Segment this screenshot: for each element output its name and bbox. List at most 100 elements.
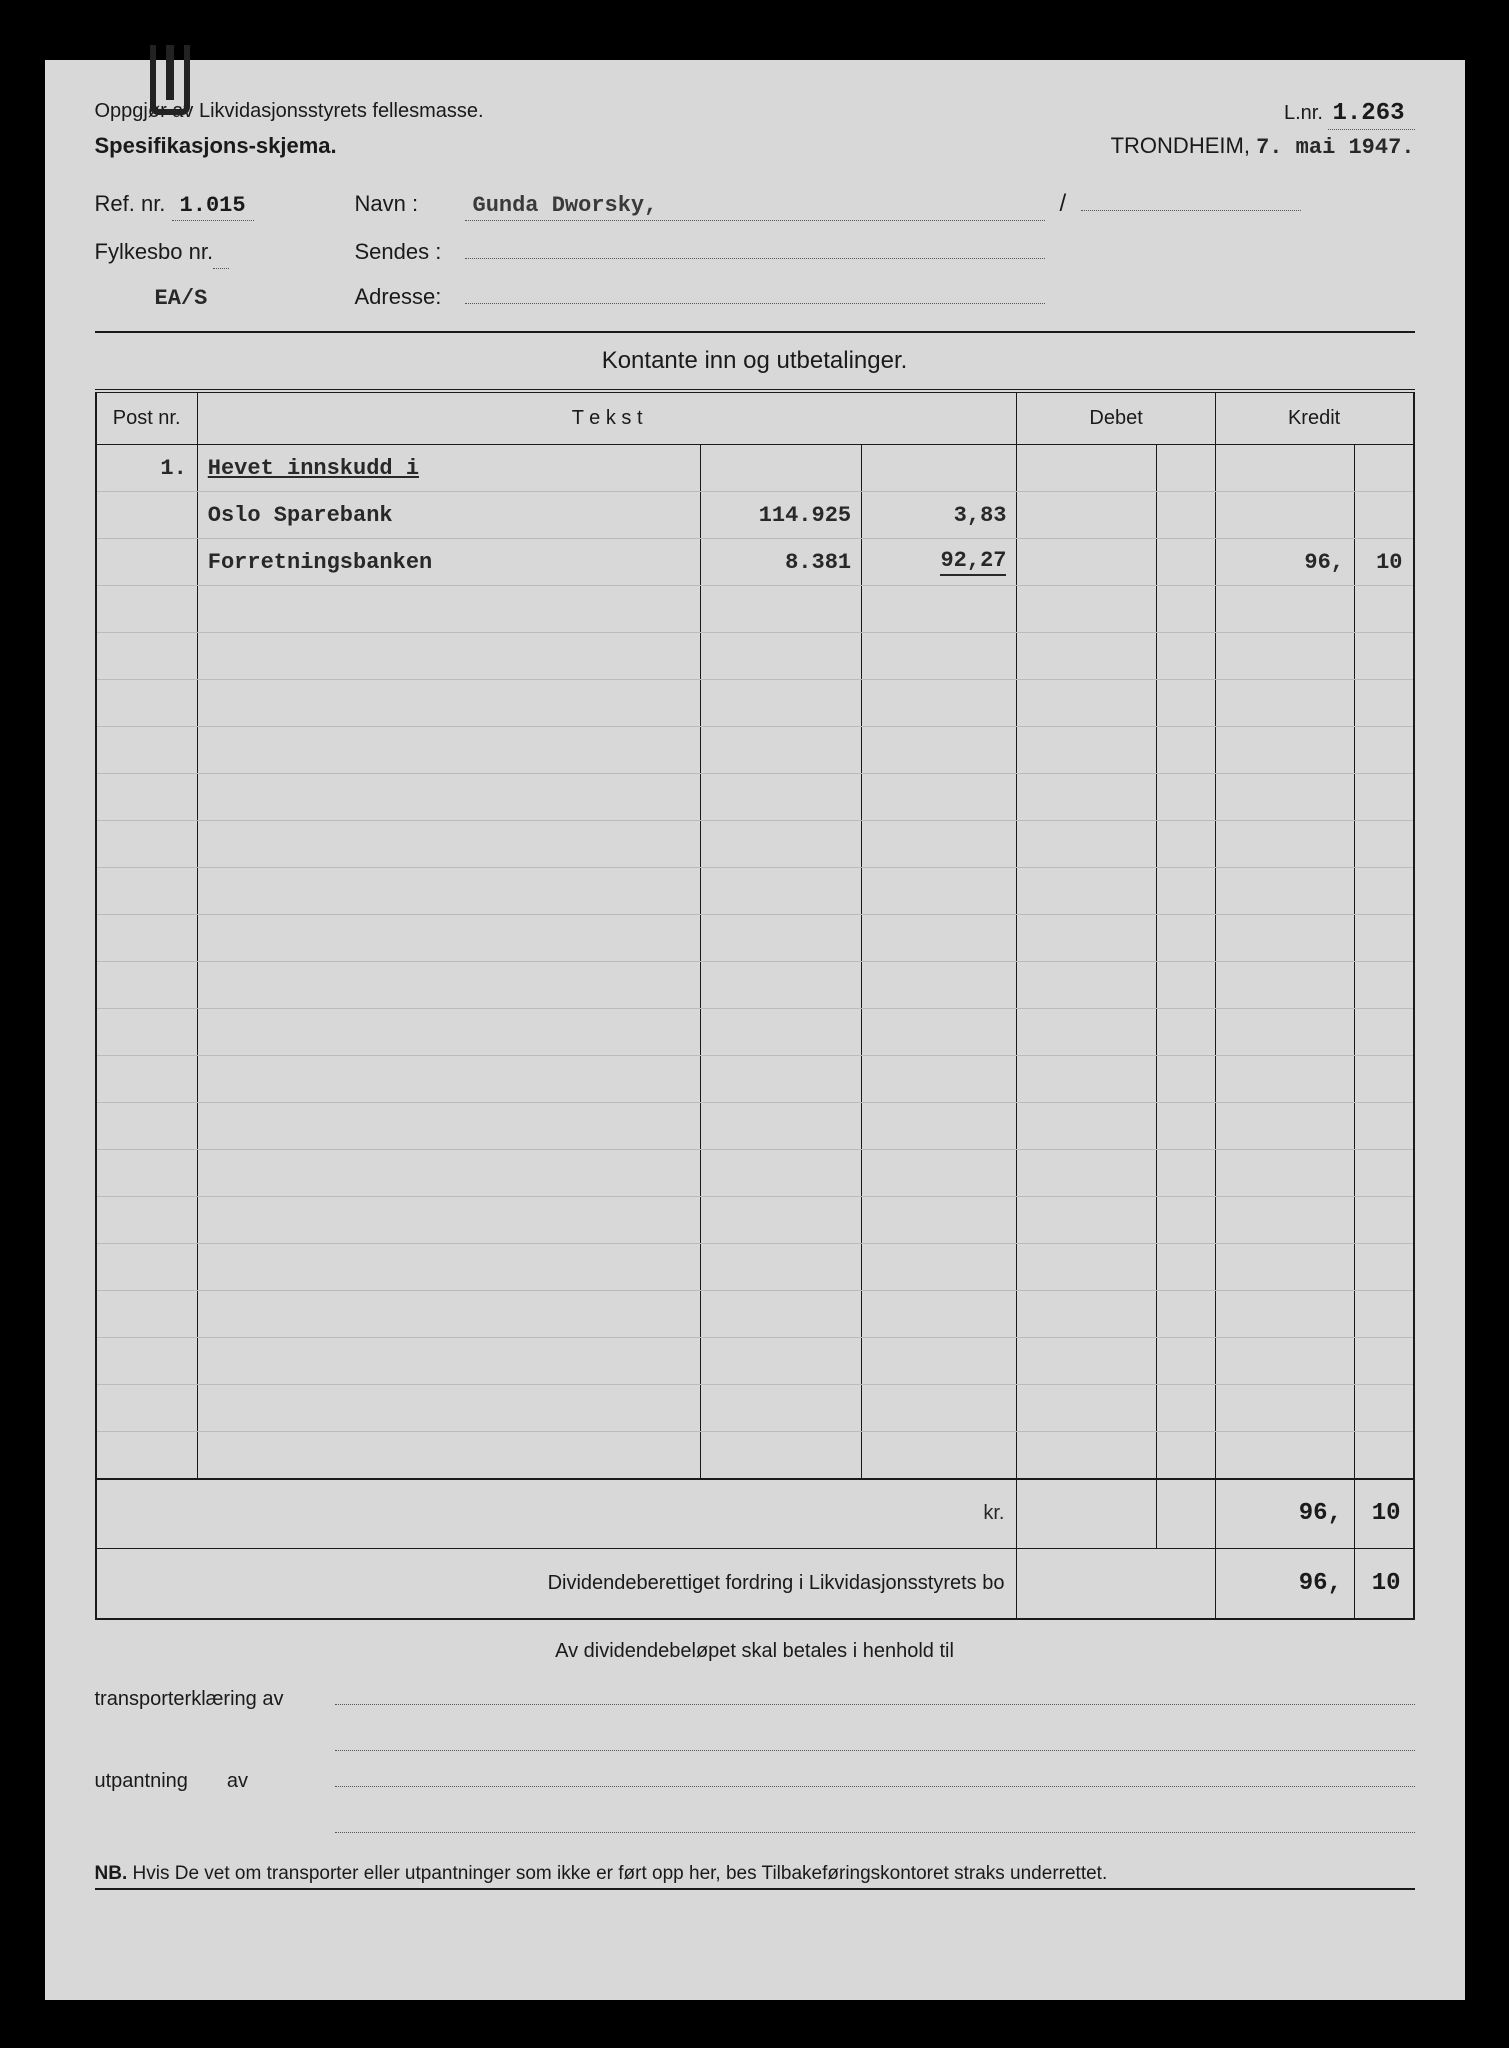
ledger-cell	[1215, 1197, 1354, 1244]
transport-row: transporterklæring av	[95, 1685, 1415, 1711]
ledger-cell	[862, 1291, 1017, 1338]
ledger-cell	[1215, 821, 1354, 868]
ledger-cell	[862, 774, 1017, 821]
table-row	[96, 586, 1414, 633]
ledger-cell	[1355, 445, 1414, 492]
ledger-cell	[1156, 915, 1215, 962]
utpantning-line-2	[335, 1809, 1415, 1833]
total-debet-dec	[1156, 1479, 1215, 1549]
ledger-cell	[1017, 633, 1156, 680]
form-page: Oppgjør av Likvidasjonsstyrets fellesmas…	[45, 60, 1465, 2000]
ledger-cell	[96, 774, 198, 821]
ledger-cell	[197, 915, 701, 962]
location: TRONDHEIM,	[1111, 133, 1250, 158]
slash-mark: /	[1060, 190, 1067, 218]
field-row-ref-navn: Ref. nr. 1.015 Navn : Gunda Dworsky, /	[95, 190, 1415, 221]
ledger-cell	[701, 1150, 862, 1197]
table-row	[96, 1150, 1414, 1197]
th-post: Post nr.	[96, 391, 198, 445]
ledger-cell	[197, 868, 701, 915]
table-row	[96, 680, 1414, 727]
ledger-cell	[1215, 1244, 1354, 1291]
ledger-cell	[701, 727, 862, 774]
ledger-cell	[96, 586, 198, 633]
total-label: kr.	[96, 1479, 1017, 1549]
ledger-cell	[1355, 962, 1414, 1009]
table-row	[96, 1291, 1414, 1338]
ledger-cell: 92,27	[862, 539, 1017, 586]
ledger-cell	[862, 962, 1017, 1009]
ledger-cell	[96, 492, 198, 539]
ledger-cell	[1355, 1432, 1414, 1479]
ledger-cell	[1355, 1197, 1414, 1244]
ledger-cell	[96, 1244, 198, 1291]
ledger-cell	[701, 445, 862, 492]
table-row	[96, 1197, 1414, 1244]
ledger-cell	[1215, 962, 1354, 1009]
dividend-row: Dividendeberettiget fordring i Likvidasj…	[96, 1549, 1414, 1619]
utpantning-row: utpantning av	[95, 1767, 1415, 1793]
ledger-cell	[701, 633, 862, 680]
ledger-cell	[1156, 1009, 1215, 1056]
ledger-cell	[1355, 727, 1414, 774]
lnr-field: L.nr. 1.263	[1284, 100, 1415, 127]
ledger-cell	[197, 1291, 701, 1338]
ledger-cell	[701, 821, 862, 868]
ledger-cell	[96, 915, 198, 962]
ledger-cell	[1355, 1385, 1414, 1432]
table-row	[96, 1103, 1414, 1150]
ref-label: Ref. nr.	[95, 191, 166, 216]
ref-value: 1.015	[172, 193, 254, 221]
ledger-cell	[1156, 1338, 1215, 1385]
ledger-cell	[701, 774, 862, 821]
ledger-cell	[862, 586, 1017, 633]
ledger-cell	[862, 1338, 1017, 1385]
nb-prefix: NB.	[95, 1863, 128, 1884]
ledger-cell	[1017, 1432, 1156, 1479]
ledger-cell	[701, 962, 862, 1009]
location-date: TRONDHEIM, 7. mai 1947.	[1111, 133, 1415, 160]
ledger-cell	[197, 633, 701, 680]
ledger-cell	[1215, 492, 1354, 539]
ledger-cell	[1215, 1056, 1354, 1103]
adresse-label: Adresse:	[355, 284, 465, 310]
ledger-cell	[1156, 1150, 1215, 1197]
ledger-cell	[1156, 727, 1215, 774]
footer-title: Av dividendebeløpet skal betales i henho…	[95, 1640, 1415, 1663]
ledger-cell	[1156, 1385, 1215, 1432]
ledger-cell	[862, 1150, 1017, 1197]
ledger-cell	[96, 1338, 198, 1385]
ledger-cell	[1355, 586, 1414, 633]
ledger-cell	[197, 1056, 701, 1103]
ledger-cell	[862, 821, 1017, 868]
ledger-cell	[96, 1432, 198, 1479]
ledger-cell: Oslo Sparebank	[197, 492, 701, 539]
ledger-cell	[197, 727, 701, 774]
ledger-cell	[1215, 445, 1354, 492]
divider-1	[95, 331, 1415, 333]
ledger-cell	[1355, 1009, 1414, 1056]
ledger-cell	[1215, 727, 1354, 774]
ledger-cell: 3,83	[862, 492, 1017, 539]
table-row	[96, 727, 1414, 774]
ledger-cell	[862, 445, 1017, 492]
ledger-cell	[96, 727, 198, 774]
ledger-cell	[1156, 586, 1215, 633]
ledger-cell	[1355, 1150, 1414, 1197]
ledger-cell	[1355, 1291, 1414, 1338]
total-kredit-int: 96,	[1215, 1479, 1354, 1549]
ledger-cell	[862, 1103, 1017, 1150]
ledger-cell	[1017, 445, 1156, 492]
ledger-cell	[197, 1150, 701, 1197]
ledger-cell	[96, 1103, 198, 1150]
navn-label: Navn :	[355, 191, 465, 217]
ledger-cell	[1355, 492, 1414, 539]
navn-value-2	[1081, 208, 1301, 211]
ledger-cell	[1156, 492, 1215, 539]
ledger-cell	[96, 1385, 198, 1432]
ledger-cell	[1017, 492, 1156, 539]
ledger-cell	[96, 1150, 198, 1197]
ledger-cell	[197, 962, 701, 1009]
ledger-cell	[1355, 1056, 1414, 1103]
ledger-cell: 114.925	[701, 492, 862, 539]
